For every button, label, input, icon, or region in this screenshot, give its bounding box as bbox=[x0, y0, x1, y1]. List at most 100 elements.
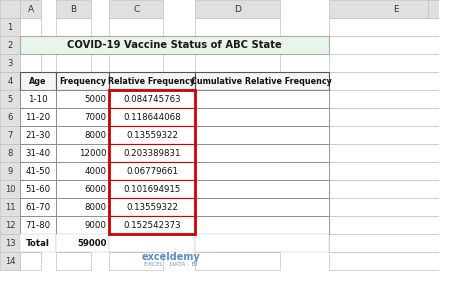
Bar bbox=[195, 198, 329, 216]
Bar bbox=[20, 234, 55, 252]
Bar bbox=[195, 144, 280, 162]
Bar bbox=[109, 180, 195, 198]
Bar bbox=[195, 90, 280, 108]
Bar bbox=[195, 36, 280, 54]
Bar bbox=[329, 252, 464, 270]
Text: 12000: 12000 bbox=[79, 149, 107, 158]
Bar bbox=[20, 0, 41, 18]
Bar bbox=[329, 18, 464, 36]
Bar bbox=[329, 72, 464, 90]
Text: 7: 7 bbox=[8, 130, 13, 140]
Bar bbox=[20, 36, 329, 54]
Bar bbox=[20, 54, 41, 72]
Bar bbox=[20, 162, 41, 180]
Bar bbox=[20, 90, 41, 108]
Text: EXCEL · DATA · BI: EXCEL · DATA · BI bbox=[144, 263, 197, 268]
Text: 41-50: 41-50 bbox=[26, 167, 51, 176]
Text: 0.152542373: 0.152542373 bbox=[123, 220, 181, 230]
Text: 0.13559322: 0.13559322 bbox=[126, 130, 178, 140]
Bar bbox=[109, 0, 163, 18]
Text: 71-80: 71-80 bbox=[26, 220, 51, 230]
Bar bbox=[109, 198, 163, 216]
Bar bbox=[109, 144, 163, 162]
Bar bbox=[109, 90, 195, 108]
Bar bbox=[55, 108, 91, 126]
Bar bbox=[109, 108, 195, 126]
Text: Total: Total bbox=[26, 239, 50, 248]
Bar bbox=[0, 126, 20, 144]
Text: 2: 2 bbox=[8, 40, 13, 50]
Bar bbox=[55, 72, 109, 90]
Bar bbox=[0, 108, 20, 126]
Bar bbox=[329, 198, 464, 216]
Bar bbox=[55, 0, 91, 18]
Bar bbox=[20, 90, 55, 108]
Text: E: E bbox=[393, 4, 399, 13]
Bar bbox=[195, 90, 329, 108]
Bar bbox=[0, 72, 20, 90]
Text: 1: 1 bbox=[8, 22, 13, 31]
Bar bbox=[20, 198, 55, 216]
Bar bbox=[20, 126, 41, 144]
Bar bbox=[329, 0, 464, 18]
Bar bbox=[195, 0, 280, 18]
Text: C: C bbox=[133, 4, 139, 13]
Text: B: B bbox=[70, 4, 76, 13]
Text: Age: Age bbox=[29, 77, 47, 86]
Bar bbox=[109, 72, 195, 90]
Text: Frequency: Frequency bbox=[59, 77, 106, 86]
Bar bbox=[20, 252, 41, 270]
Bar bbox=[20, 180, 41, 198]
Bar bbox=[195, 162, 329, 180]
Bar bbox=[20, 144, 55, 162]
Bar bbox=[109, 234, 195, 252]
Bar bbox=[55, 216, 109, 234]
Bar bbox=[20, 72, 41, 90]
Text: COVID-19 Vaccine Status of ABC State: COVID-19 Vaccine Status of ABC State bbox=[67, 40, 282, 50]
Bar bbox=[109, 234, 163, 252]
Bar bbox=[0, 144, 20, 162]
Bar bbox=[195, 72, 280, 90]
Bar bbox=[109, 198, 195, 216]
Bar bbox=[109, 216, 163, 234]
Bar bbox=[195, 198, 280, 216]
Bar bbox=[20, 144, 41, 162]
Bar bbox=[195, 54, 280, 72]
Bar bbox=[55, 234, 91, 252]
Text: 8: 8 bbox=[8, 149, 13, 158]
Text: 0.203389831: 0.203389831 bbox=[123, 149, 181, 158]
Bar bbox=[329, 54, 464, 72]
Text: A: A bbox=[27, 4, 34, 13]
Bar bbox=[55, 54, 91, 72]
Bar bbox=[195, 126, 329, 144]
Bar bbox=[55, 180, 91, 198]
Bar bbox=[20, 108, 55, 126]
Bar bbox=[195, 180, 280, 198]
Bar bbox=[20, 180, 55, 198]
Bar bbox=[55, 234, 109, 252]
Bar bbox=[195, 216, 329, 234]
Bar bbox=[55, 198, 109, 216]
Text: 51-60: 51-60 bbox=[26, 184, 51, 193]
Text: 9: 9 bbox=[8, 167, 13, 176]
Bar bbox=[195, 108, 280, 126]
Bar bbox=[109, 126, 195, 144]
Bar bbox=[55, 36, 91, 54]
Text: D: D bbox=[234, 4, 241, 13]
Bar bbox=[329, 108, 464, 126]
Text: 8000: 8000 bbox=[84, 202, 107, 211]
Text: Relative Frequency: Relative Frequency bbox=[109, 77, 195, 86]
Bar bbox=[55, 90, 109, 108]
Text: 12: 12 bbox=[5, 220, 16, 230]
Bar bbox=[109, 90, 163, 108]
Bar bbox=[20, 216, 55, 234]
Bar bbox=[109, 108, 163, 126]
Text: Cumulative Relative Frequency: Cumulative Relative Frequency bbox=[191, 77, 332, 86]
Bar bbox=[0, 0, 20, 18]
Bar bbox=[55, 144, 109, 162]
Bar bbox=[195, 216, 280, 234]
Bar bbox=[20, 198, 41, 216]
Bar bbox=[55, 72, 91, 90]
Bar bbox=[109, 90, 195, 234]
Text: 59000: 59000 bbox=[77, 239, 107, 248]
